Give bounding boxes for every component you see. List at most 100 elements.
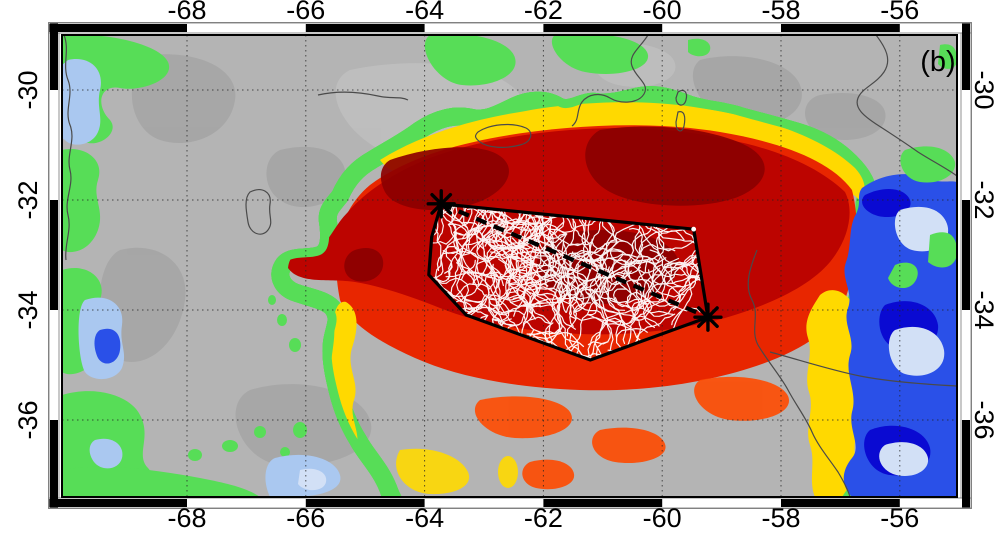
lightning-flash-branch [642, 301, 656, 328]
lightning-flash-branch [487, 296, 515, 314]
frame-black-segment [543, 499, 663, 507]
east-cloud-mass-shape [888, 262, 918, 289]
lightning-flash-trace [473, 215, 544, 249]
lightning-flash-trace [505, 334, 557, 360]
frame-black-segment [781, 24, 900, 32]
political-borders-shape [769, 351, 957, 387]
lightning-flash-trace [572, 253, 667, 301]
right-axis-tick-label: -36 [969, 400, 999, 440]
mcs-track-dashed-line [440, 201, 709, 320]
lightning-flash-branch [483, 250, 496, 290]
lightning-flash-branch [562, 266, 578, 290]
hull-vertex-dot [691, 226, 697, 232]
frame-band [48, 22, 972, 34]
right-axis-tick-label: -32 [969, 180, 999, 220]
lightning-flash-trace [622, 299, 667, 349]
lightning-flash-branch [634, 226, 648, 258]
lightning-flash-trace [642, 262, 678, 310]
land-texture [99, 42, 886, 466]
shield-maroon-cores-shape [585, 126, 765, 206]
green-precip-echoes-shape [62, 149, 101, 253]
lightning-flash-trace [599, 239, 618, 278]
shield-south-warm-patches-shape [522, 459, 575, 490]
lightning-flash-trace [447, 223, 481, 277]
green-precip-echoes-shape [188, 449, 202, 461]
green-precip-echoes-shape [289, 338, 301, 352]
lightning-flash-trace [463, 203, 498, 298]
frame-black-segment [305, 24, 425, 32]
frame-black-segment [49, 24, 187, 32]
left-band-blue-patches-shape [89, 438, 123, 469]
left-axis-tick-label: -34 [13, 290, 43, 330]
land-texture-shape [266, 146, 346, 208]
asterisk-spoke [706, 306, 719, 319]
lightning-flash-branch [504, 255, 523, 283]
map-frame [48, 22, 972, 509]
southwest-blue-patch-shape [298, 468, 327, 491]
lightning-flash-trace [508, 228, 568, 287]
lightning-flash-trace [607, 315, 660, 327]
lightning-flash-branch [475, 294, 487, 312]
lightning-flash-trace [581, 203, 608, 278]
political-borders-shape [747, 249, 851, 497]
shield-yellow-streak [396, 448, 470, 495]
lightning-flash-trace [606, 276, 626, 311]
lightning-flash-trace [529, 218, 551, 296]
political-borders-shape [317, 91, 409, 101]
lightning-flash-trace [506, 273, 566, 306]
lightning-flash-branch [585, 291, 605, 319]
east-cloud-mass-shape [900, 146, 956, 183]
east-cloud-mass [843, 146, 957, 497]
east-yellow-band [806, 290, 862, 497]
shield-south-warm-patches-shape [592, 427, 666, 464]
bottom-axis-tick-label: -66 [286, 503, 326, 533]
political-borders-shape [474, 123, 532, 148]
green-precip-echoes-shape [938, 44, 957, 69]
left-band-blue-patches-shape [62, 59, 101, 145]
lightning-flash-trace [551, 282, 563, 336]
right-axis-tick-label: -34 [969, 290, 999, 330]
lightning-flash-branch [527, 246, 552, 287]
top-axis-tick-label: -64 [405, 0, 445, 25]
bottom-axis-tick-label: -68 [167, 503, 207, 533]
green-precip-echoes-shape [222, 440, 238, 452]
panel-label: (b) [920, 46, 956, 78]
bottom-axis-tick-label: -62 [523, 503, 563, 533]
lightning-flash-trace [626, 291, 637, 324]
lightning-flash-trace [584, 319, 612, 360]
lightning-flash-branch [620, 258, 642, 265]
land-texture-shape [805, 92, 886, 140]
top-axis-tick-label: -68 [167, 0, 207, 25]
lightning-flash-trace [490, 251, 555, 282]
bottom-axis-tick-label: -64 [405, 503, 445, 533]
frame-black-segment [50, 200, 58, 310]
lightning-flash-trace [635, 257, 650, 293]
left-band-blue-patches [62, 59, 125, 469]
lightning-flash-trace [555, 332, 604, 360]
east-cloud-mass-shape [888, 326, 945, 376]
left-band-blue-patches-shape [94, 328, 121, 364]
lightning-flash-branch [526, 327, 561, 336]
lightning-flash-branch [612, 288, 628, 303]
graticule-grid [62, 35, 957, 497]
lightning-flash-branch [615, 259, 633, 286]
frame-black-segment [50, 420, 58, 508]
political-borders-shape [63, 35, 73, 261]
lightning-flash-branch [615, 328, 648, 339]
green-precip-echoes-shape [688, 38, 711, 57]
lightning-flash-trace [663, 262, 693, 326]
political-borders-shape [856, 35, 957, 177]
political-borders-shape [245, 189, 272, 235]
lightning-flash-branch [593, 341, 609, 360]
map-border [61, 34, 958, 498]
lightning-flash-branch [589, 242, 608, 268]
lightning-flash-trace [590, 253, 667, 264]
top-axis-tick-label: -58 [761, 0, 801, 25]
frame-black-segment [49, 499, 187, 507]
shield-south-warm-patches-shape [474, 396, 572, 439]
frame-black-segment [543, 24, 663, 32]
lightning-flash-trace [664, 274, 700, 301]
frame-black-segment [962, 420, 970, 508]
shield-south-warm-patches-shape [694, 376, 790, 421]
